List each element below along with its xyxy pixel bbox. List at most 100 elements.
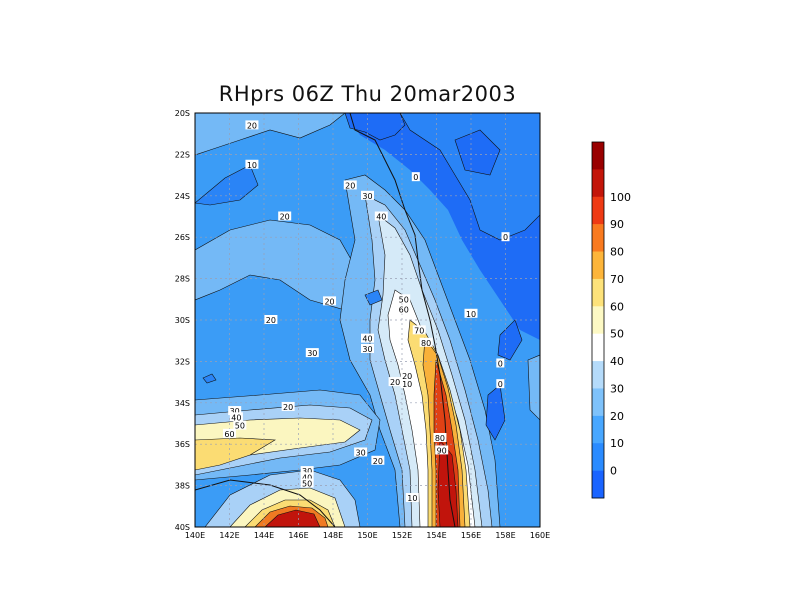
map-title: RHprs 06Z Thu 20mar2003 [218, 82, 517, 106]
contour-label-text: 10 [402, 380, 412, 389]
colorbar-label: 70 [610, 273, 624, 286]
longitude-labels: 140E 142E 144E 146E 148E 150E 152E 154E 156E 158E… [185, 531, 550, 540]
contour-label-text: 30 [356, 448, 366, 457]
colorbar-swatch [592, 470, 604, 499]
contour-label: 70 [412, 325, 426, 335]
contour-label: 20 [323, 296, 337, 306]
contour-label-bg [435, 445, 449, 455]
contour-label: 20 [371, 455, 385, 466]
contour-label: 0 [411, 172, 420, 182]
contour-label-text: 0 [498, 380, 503, 389]
contour-label: 20 [388, 377, 402, 387]
field-east-0 [350, 113, 540, 241]
lat-tick-label: 38S [175, 482, 190, 491]
colorbar-swatch [592, 306, 604, 334]
colorbar-swatch [592, 278, 604, 307]
contour-label: 40 [361, 333, 374, 344]
contour-label-text: 20 [280, 213, 290, 222]
contour-label-text: 10 [466, 310, 476, 319]
contour-label-bg [371, 455, 385, 465]
colorbar-label: 30 [610, 382, 624, 395]
contour-label-bg [397, 294, 411, 304]
lat-tick-label: 20S [175, 109, 190, 118]
lon-tick-label: 146E [288, 531, 308, 540]
lon-tick-label: 156E [461, 531, 481, 540]
contour-label: 10 [400, 379, 414, 389]
colorbar-swatch [592, 169, 604, 198]
lat-tick-label: 26S [175, 233, 190, 242]
gridlines [195, 113, 540, 527]
contour-label-text: 70 [414, 326, 424, 335]
contour-label-text: 40 [376, 213, 386, 222]
lon-tick-label: 152E [392, 531, 412, 540]
contour-label-bg [361, 190, 374, 200]
contour-label-bg [400, 370, 414, 380]
contour-label: 60 [397, 304, 411, 315]
contour-label: 0 [496, 379, 505, 389]
lat-tick-label: 22S [175, 150, 190, 159]
contour-label-text: 50 [235, 422, 245, 431]
field-cell-5 [202, 373, 217, 384]
field-sw-70 [195, 437, 276, 471]
contour-label-bg [388, 377, 402, 387]
colorbar-label: 40 [610, 355, 624, 368]
contour-label: 80 [419, 337, 433, 348]
colorbar-label: 80 [610, 246, 624, 259]
contour-label-bg [278, 211, 292, 221]
contour-label-bg [300, 466, 314, 476]
contour-label: 10 [245, 159, 259, 170]
contour-label: 10 [405, 493, 419, 503]
contour-label: 40 [229, 412, 243, 422]
coastline [195, 113, 456, 527]
lat-tick-label: 40S [175, 523, 190, 532]
lon-tick-label: 142E [219, 531, 239, 540]
contour-label: 50 [300, 478, 314, 489]
contour-label-text: 80 [421, 339, 431, 348]
latitude-labels: 20S 22S 24S 26S 28S 30S 32S 34S 36S 38S 40S [175, 109, 190, 532]
colorbar-swatch [592, 224, 604, 252]
contour-label: 0 [501, 232, 510, 242]
field-cell-4 [364, 289, 383, 306]
contour-label: 30 [300, 466, 314, 476]
lat-tick-label: 32S [175, 357, 190, 366]
contour-label-text: 10 [407, 494, 417, 503]
colorbar-swatch [592, 142, 604, 170]
contour-label: 60 [223, 428, 236, 439]
contour-label-bg [496, 379, 505, 389]
contour-label: 50 [233, 420, 247, 431]
contour-label: 90 [435, 445, 449, 455]
lon-tick-label: 158E [495, 531, 515, 540]
contour-label-text: 30 [362, 345, 372, 354]
colorbar-label: 20 [610, 410, 624, 423]
contour-label: 20 [281, 401, 295, 412]
contour-label-text: 0 [503, 233, 508, 242]
colorbar-label: 90 [610, 218, 624, 231]
contour-label: 40 [374, 211, 388, 222]
contour-label: 40 [300, 472, 314, 482]
contour-label-text: 30 [307, 349, 317, 358]
colorbar: 0 10 20 30 40 50 60 70 80 90 100 [591, 141, 631, 499]
contour-label-text: 20 [402, 372, 412, 381]
lat-tick-label: 30S [175, 316, 190, 325]
contour-label-bg [412, 325, 426, 335]
contour-label: 10 [464, 308, 478, 319]
contour-label: 30 [305, 348, 319, 358]
colorbar-swatch [592, 196, 604, 225]
contour-label: 20 [264, 315, 278, 325]
contour-label: 20 [400, 370, 414, 381]
lon-tick-label: 160E [530, 531, 550, 540]
contour-label-text: 40 [231, 413, 241, 422]
contour-label-bg [228, 406, 242, 416]
colorbar-label: 10 [610, 437, 624, 450]
contour-label-bg [374, 211, 388, 221]
plot-frame [194, 112, 541, 528]
contour-label-bg [233, 420, 247, 430]
contour-label-bg [305, 348, 319, 358]
contour-label-text: 50 [302, 480, 312, 489]
contour-label-text: 30 [302, 467, 312, 476]
colorbar-swatch [592, 443, 604, 471]
field-east-dry [345, 113, 540, 340]
contour-label-text: 0 [413, 173, 418, 182]
contour-label-bg [245, 120, 259, 130]
